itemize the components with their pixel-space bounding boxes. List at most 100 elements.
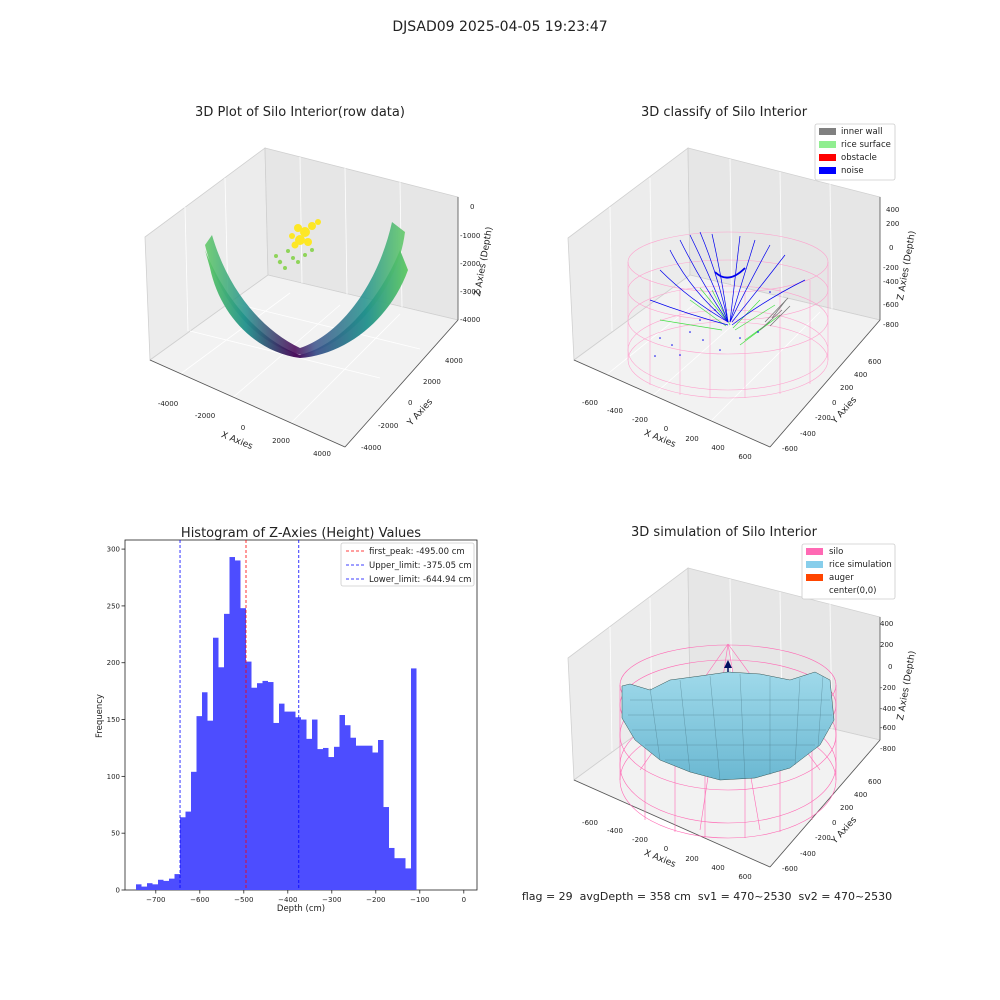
histogram-bar (372, 752, 378, 890)
simulation-rice-surface (621, 671, 835, 781)
legend-swatch (819, 128, 836, 135)
histogram-y-axis-label: Frequency (95, 694, 105, 738)
figure-suptitle: DJSAD09 2025-04-05 19:23:47 (392, 19, 607, 35)
histogram-bar (389, 847, 395, 890)
histogram-bar (235, 560, 241, 890)
tick-label: -200 (632, 416, 648, 424)
classify-rice-surface (659, 287, 781, 346)
histogram-bar (147, 883, 153, 890)
tick-label: -600 (582, 399, 598, 407)
tick-label: 0 (241, 424, 245, 432)
tick-label: -400 (800, 850, 816, 858)
tick-label: 400 (886, 206, 899, 214)
histogram-reference-lines (179, 540, 300, 890)
raw-plot-title: 3D Plot of Silo Interior(row data) (195, 105, 405, 120)
classify-noise (649, 231, 806, 326)
histogram-bar (158, 879, 164, 890)
histogram-bar (394, 858, 400, 890)
histogram-bar (251, 687, 257, 890)
tick-label: 0 (664, 425, 668, 433)
classify-x-ticks: -600 -400 -200 0 200 400 600 (582, 399, 752, 461)
legend-label: obstacle (841, 153, 877, 163)
auger-marker (724, 660, 732, 672)
histogram-bar (301, 719, 307, 890)
tick-label: 0 (664, 845, 668, 853)
classify-3d-axes-box (567, 147, 881, 448)
histogram-bar (328, 757, 334, 890)
histogram-bar (279, 703, 285, 890)
tick-label: −100 (410, 896, 429, 904)
tick-label: 200 (685, 855, 698, 863)
legend-swatch (806, 561, 823, 568)
histogram-bar (273, 722, 279, 890)
tick-label: 400 (711, 444, 724, 452)
classify-x-axis-label: X Axies (642, 428, 677, 450)
histogram-bar (174, 874, 180, 890)
panel-simulation-3d: 3D simulation of Silo Interior (567, 525, 918, 881)
histogram-legend: first_peak: -495.00 cm Upper_limit: -375… (340, 542, 475, 587)
legend-swatch (806, 574, 823, 581)
tick-label: 4000 (313, 450, 331, 458)
tick-label: 100 (107, 773, 120, 781)
tick-label: -2000 (195, 412, 215, 420)
raw-x-axis-label: X Axies (219, 430, 254, 452)
histogram-bar (345, 725, 351, 890)
legend-label: auger (829, 573, 854, 583)
legend-swatch (806, 587, 823, 594)
histogram-bar (152, 884, 158, 890)
tick-label: 200 (886, 220, 899, 228)
tick-label: -400 (607, 827, 623, 835)
legend-label: rice surface (841, 140, 891, 150)
raw-y-ticks: -4000 -2000 0 2000 4000 (361, 357, 463, 452)
classify-z-axis-label: Z Axies (Depth) (896, 230, 918, 301)
histogram-bar (317, 749, 323, 890)
tick-label: 400 (711, 864, 724, 872)
legend-label: noise (841, 166, 864, 176)
simulation-z-ticks: 400 200 0 -200 -400 -600 -800 (880, 620, 896, 753)
tick-label: 600 (868, 358, 881, 366)
tick-label: -200 (880, 684, 896, 692)
tick-label: −600 (190, 896, 209, 904)
tick-label: 2000 (272, 437, 290, 445)
histogram-bar (411, 668, 417, 890)
tick-label: 0 (832, 819, 836, 827)
histogram-bar (262, 680, 268, 890)
tick-label: 250 (107, 602, 120, 610)
histogram-x-ticks: −700 −600 −500 −400 −300 −200 −100 0 (146, 890, 466, 904)
tick-label: 200 (840, 804, 853, 812)
tick-label: -1000 (460, 232, 480, 240)
legend-label: Lower_limit: -644.94 cm (369, 575, 471, 585)
tick-label: -400 (800, 430, 816, 438)
tick-label: -4000 (460, 316, 480, 324)
histogram-title: Histogram of Z-Axies (Height) Values (181, 526, 421, 541)
tick-label: 600 (738, 453, 751, 461)
tick-label: -600 (782, 445, 798, 453)
tick-label: -4000 (361, 444, 381, 452)
raw-z-ticks: 0 -1000 -2000 -3000 -4000 (460, 203, 480, 324)
tick-label: 200 (880, 641, 893, 649)
histogram-bar (268, 682, 274, 890)
tick-label: 400 (854, 791, 867, 799)
tick-label: -800 (883, 321, 899, 329)
tick-label: -600 (883, 301, 899, 309)
histogram-bar (295, 717, 301, 890)
tick-label: 150 (107, 716, 120, 724)
legend-swatch (819, 141, 836, 148)
histogram-bar (367, 745, 373, 890)
tick-label: -4000 (158, 400, 178, 408)
histogram-bar (185, 811, 191, 890)
panel-classify-3d: 3D classify of Silo Interior (567, 105, 918, 461)
tick-label: -200 (815, 414, 831, 422)
tick-label: 400 (880, 620, 893, 628)
simulation-legend: silo rice simulation auger center(0,0) (801, 543, 896, 600)
histogram-bar (339, 715, 345, 890)
tick-label: 300 (107, 546, 120, 554)
tick-label: −300 (322, 896, 341, 904)
histogram-bar (400, 858, 406, 890)
tick-label: 4000 (445, 357, 463, 365)
tick-label: -400 (607, 407, 623, 415)
tick-label: -2000 (460, 260, 480, 268)
tick-label: 0 (832, 399, 836, 407)
tick-label: -200 (883, 264, 899, 272)
histogram-bar (163, 880, 169, 890)
